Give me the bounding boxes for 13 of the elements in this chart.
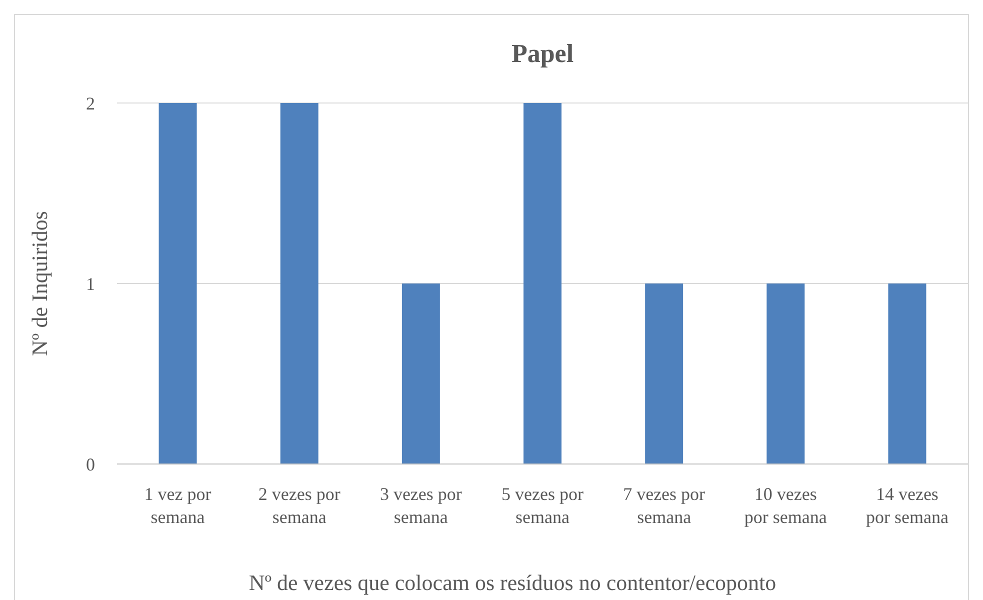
chart-title: Papel xyxy=(511,39,574,68)
y-tick-label: 1 xyxy=(86,274,95,294)
x-tick-label: 3 vezes por semana xyxy=(380,484,462,527)
x-tick-label: 5 vezes por semana xyxy=(502,484,584,527)
x-tick-label: 7 vezes por semana xyxy=(623,484,706,527)
x-tick-label: 10 vezes por semana xyxy=(744,484,827,527)
x-tick-label: 1 vez por semana xyxy=(144,484,212,527)
x-tick-label: 2 vezes por semana xyxy=(258,484,340,527)
y-tick-label: 2 xyxy=(86,93,95,114)
x-tick-label: 14 vezes por semana xyxy=(866,484,948,527)
x-axis-title: Nº de vezes que colocam os resíduos no contentor/ecoponto xyxy=(248,570,776,595)
y-tick-label: 0 xyxy=(86,454,95,474)
y-axis-title: Nº de Inquiridos xyxy=(27,211,52,356)
